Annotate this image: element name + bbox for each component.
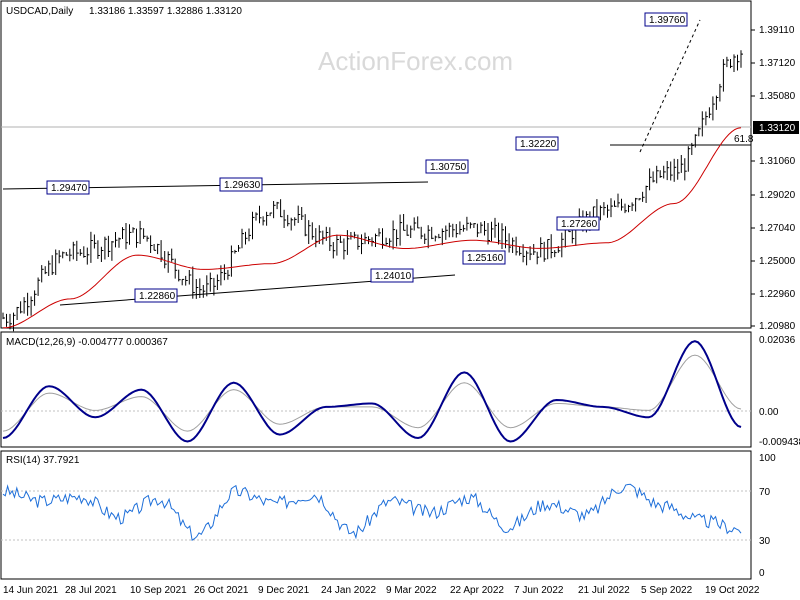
macd-signal-line	[2, 354, 742, 432]
macd-tick-label: -0.009438	[759, 437, 800, 448]
price-series	[2, 50, 743, 332]
watermark: ActionForex.com	[318, 46, 513, 76]
pivot-label-29630: 1.29630	[224, 180, 261, 191]
axis-tick-marks	[751, 29, 755, 327]
pivot-label-24010: 1.24010	[375, 271, 412, 282]
pivot-labels: 1.39760 1.32220 1.30750 1.29470 1.29630 …	[46, 12, 688, 303]
price-tick-label: 1.35080	[759, 91, 796, 102]
pivot-label-32220: 1.32220	[520, 139, 557, 150]
pivot-label-25160: 1.25160	[467, 253, 504, 264]
pivot-label-30750: 1.30750	[430, 162, 467, 173]
x-tick-label: 10 Sep 2021	[130, 585, 187, 596]
rsi-tick-label: 0	[759, 568, 765, 579]
x-tick-label: 28 Jul 2021	[65, 585, 117, 596]
price-y-axis: 1.39110 1.37120 1.35080 1.31060 1.29020 …	[753, 25, 799, 332]
rsi-panel-frame	[0, 450, 752, 580]
price-tick-label: 1.25000	[759, 256, 796, 267]
chart-header-ohlc: 1.33186 1.33597 1.32886 1.33120	[89, 6, 242, 17]
x-tick-label: 21 Jul 2022	[578, 585, 630, 596]
x-tick-label: 26 Oct 2021	[194, 585, 249, 596]
x-tick-label: 5 Sep 2022	[641, 585, 693, 596]
fib-618-label: 61.8	[734, 134, 754, 145]
rsi-title: RSI(14) 37.7921	[6, 455, 80, 466]
x-tick-label: 9 Mar 2022	[386, 585, 437, 596]
x-tick-label: 19 Oct 2022	[705, 585, 760, 596]
macd-title: MACD(12,26,9) -0.004777 0.000367	[6, 337, 168, 348]
current-price-tag	[753, 121, 799, 134]
price-tick-label: 1.31060	[759, 156, 796, 167]
pivot-label-39760: 1.39760	[649, 15, 686, 26]
price-tick-label: 1.20980	[759, 321, 796, 332]
price-tick-label: 1.37120	[759, 58, 796, 69]
rsi-line	[2, 483, 742, 542]
pivot-label-22860: 1.22860	[139, 291, 176, 302]
pivot-label-27260: 1.27260	[561, 219, 598, 230]
price-tick-label: 1.22960	[759, 289, 796, 300]
pivot-label-29470: 1.29470	[51, 183, 88, 194]
rsi-tick-label: 30	[759, 536, 771, 547]
chart-header-symbol: USDCAD,Daily	[6, 6, 73, 17]
price-tick-label: 1.29020	[759, 190, 796, 201]
x-tick-label: 24 Jan 2022	[321, 585, 376, 596]
ema-line	[2, 127, 742, 329]
macd-tick-label: 0.02036	[759, 335, 796, 346]
x-axis: 14 Jun 2021 28 Jul 2021 10 Sep 2021 26 O…	[3, 585, 760, 596]
x-tick-label: 22 Apr 2022	[450, 585, 504, 596]
x-tick-label: 7 Jun 2022	[514, 585, 564, 596]
rsi-tick-label: 100	[759, 453, 776, 464]
dashed-trendline	[639, 19, 701, 153]
price-panel-frame	[0, 0, 752, 329]
macd-tick-label: 0.00	[759, 407, 779, 418]
x-tick-label: 9 Dec 2021	[258, 585, 310, 596]
macd-line	[2, 340, 742, 443]
macd-panel-frame	[0, 331, 752, 448]
rsi-tick-label: 70	[759, 487, 771, 498]
x-tick-label: 14 Jun 2021	[3, 585, 58, 596]
price-tick-label: 1.39110	[759, 25, 795, 36]
price-tick-label: 1.27040	[759, 223, 796, 234]
current-price-tag-label: 1.33120	[759, 123, 796, 134]
